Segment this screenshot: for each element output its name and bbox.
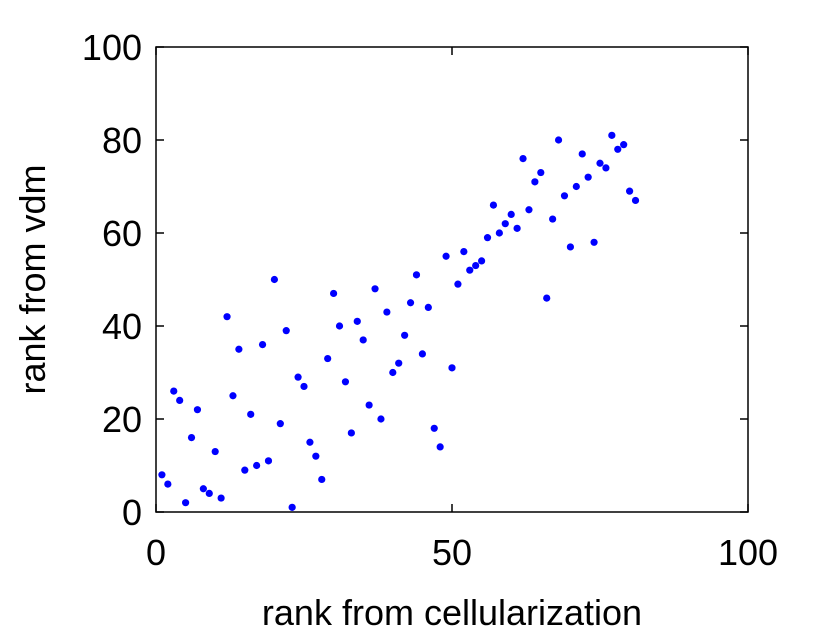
data-point xyxy=(549,215,557,223)
data-point xyxy=(554,136,563,144)
data-point xyxy=(164,480,172,488)
data-point xyxy=(395,359,403,367)
data-point xyxy=(282,327,290,335)
data-point xyxy=(241,466,249,474)
data-point xyxy=(478,257,486,265)
data-point xyxy=(578,150,586,158)
data-point xyxy=(454,280,462,288)
data-point xyxy=(436,443,444,451)
data-point xyxy=(626,187,634,195)
data-point xyxy=(418,350,426,358)
data-point xyxy=(253,461,261,470)
data-point xyxy=(176,396,184,404)
data-point xyxy=(217,494,225,502)
data-point xyxy=(507,210,515,218)
data-point xyxy=(359,336,367,344)
data-point xyxy=(294,373,302,381)
data-point xyxy=(608,131,616,139)
data-point xyxy=(614,145,622,153)
data-point xyxy=(347,429,355,437)
y-tick-label: 0 xyxy=(122,492,142,533)
data-point xyxy=(448,364,456,372)
x-tick-label: 0 xyxy=(146,532,166,573)
data-point xyxy=(306,438,314,446)
data-point xyxy=(312,452,320,460)
data-point xyxy=(187,434,196,442)
y-axis-label: rank from vdm xyxy=(12,164,53,394)
data-point xyxy=(264,457,273,465)
y-tick-label: 60 xyxy=(102,213,142,254)
x-axis-label: rank from cellularization xyxy=(262,592,642,633)
data-point xyxy=(193,406,202,414)
data-point xyxy=(489,201,498,209)
data-point xyxy=(276,420,284,428)
data-point xyxy=(223,313,231,321)
data-point xyxy=(584,173,592,181)
y-tick-label: 100 xyxy=(82,27,142,68)
data-point xyxy=(401,331,409,339)
data-point xyxy=(572,182,580,191)
data-point xyxy=(330,289,338,298)
data-point xyxy=(205,489,213,497)
data-point xyxy=(353,317,361,325)
data-point xyxy=(631,196,640,205)
data-points xyxy=(158,131,640,511)
data-point xyxy=(170,387,178,395)
data-point xyxy=(288,503,296,511)
data-point xyxy=(602,164,610,172)
data-point xyxy=(472,261,480,270)
data-point xyxy=(211,447,219,456)
y-tick-label: 40 xyxy=(102,306,142,347)
data-point xyxy=(270,275,278,284)
data-point xyxy=(412,271,421,279)
data-point xyxy=(537,168,545,177)
data-point xyxy=(335,322,344,330)
data-point xyxy=(513,224,521,232)
data-point xyxy=(383,308,391,316)
data-point xyxy=(466,266,474,274)
data-point xyxy=(235,345,243,353)
data-point xyxy=(158,471,166,479)
data-point xyxy=(182,499,190,507)
y-tick-label: 80 xyxy=(102,120,142,161)
data-point xyxy=(483,234,492,242)
data-point xyxy=(406,299,415,307)
data-point xyxy=(424,303,432,311)
data-point xyxy=(199,485,207,493)
data-point xyxy=(442,252,450,260)
data-point xyxy=(566,243,575,251)
data-point xyxy=(300,382,308,391)
data-point xyxy=(596,159,604,167)
data-point xyxy=(460,248,468,256)
y-tick-label: 20 xyxy=(102,399,142,440)
data-point xyxy=(501,220,509,228)
axis-ticks: 0 50 100 0 20 40 60 80 100 xyxy=(82,27,778,573)
x-tick-label: 50 xyxy=(432,532,472,573)
data-point xyxy=(389,368,397,377)
data-point xyxy=(365,401,373,409)
data-point xyxy=(430,424,438,432)
data-point xyxy=(531,178,539,186)
data-point xyxy=(560,192,569,200)
data-point xyxy=(324,354,332,363)
data-point xyxy=(620,141,628,149)
data-point xyxy=(247,410,255,418)
data-point xyxy=(371,285,379,293)
data-point xyxy=(258,341,267,349)
data-point xyxy=(377,415,385,423)
data-point xyxy=(318,475,326,484)
data-point xyxy=(341,378,350,386)
data-point xyxy=(229,392,237,400)
x-tick-label: 100 xyxy=(718,532,778,573)
data-point xyxy=(495,229,503,237)
data-point xyxy=(525,206,533,214)
data-point xyxy=(543,294,551,302)
data-point xyxy=(590,238,598,246)
data-point xyxy=(519,155,527,163)
plot-area-frame xyxy=(155,46,749,513)
